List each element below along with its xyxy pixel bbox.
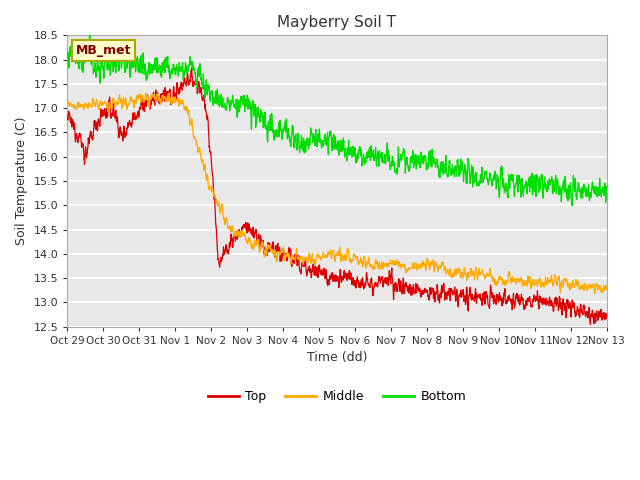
Y-axis label: Soil Temperature (C): Soil Temperature (C) — [15, 117, 28, 245]
Title: Mayberry Soil T: Mayberry Soil T — [278, 15, 396, 30]
X-axis label: Time (dd): Time (dd) — [307, 351, 367, 364]
Legend: Top, Middle, Bottom: Top, Middle, Bottom — [203, 385, 471, 408]
Text: MB_met: MB_met — [76, 44, 131, 57]
